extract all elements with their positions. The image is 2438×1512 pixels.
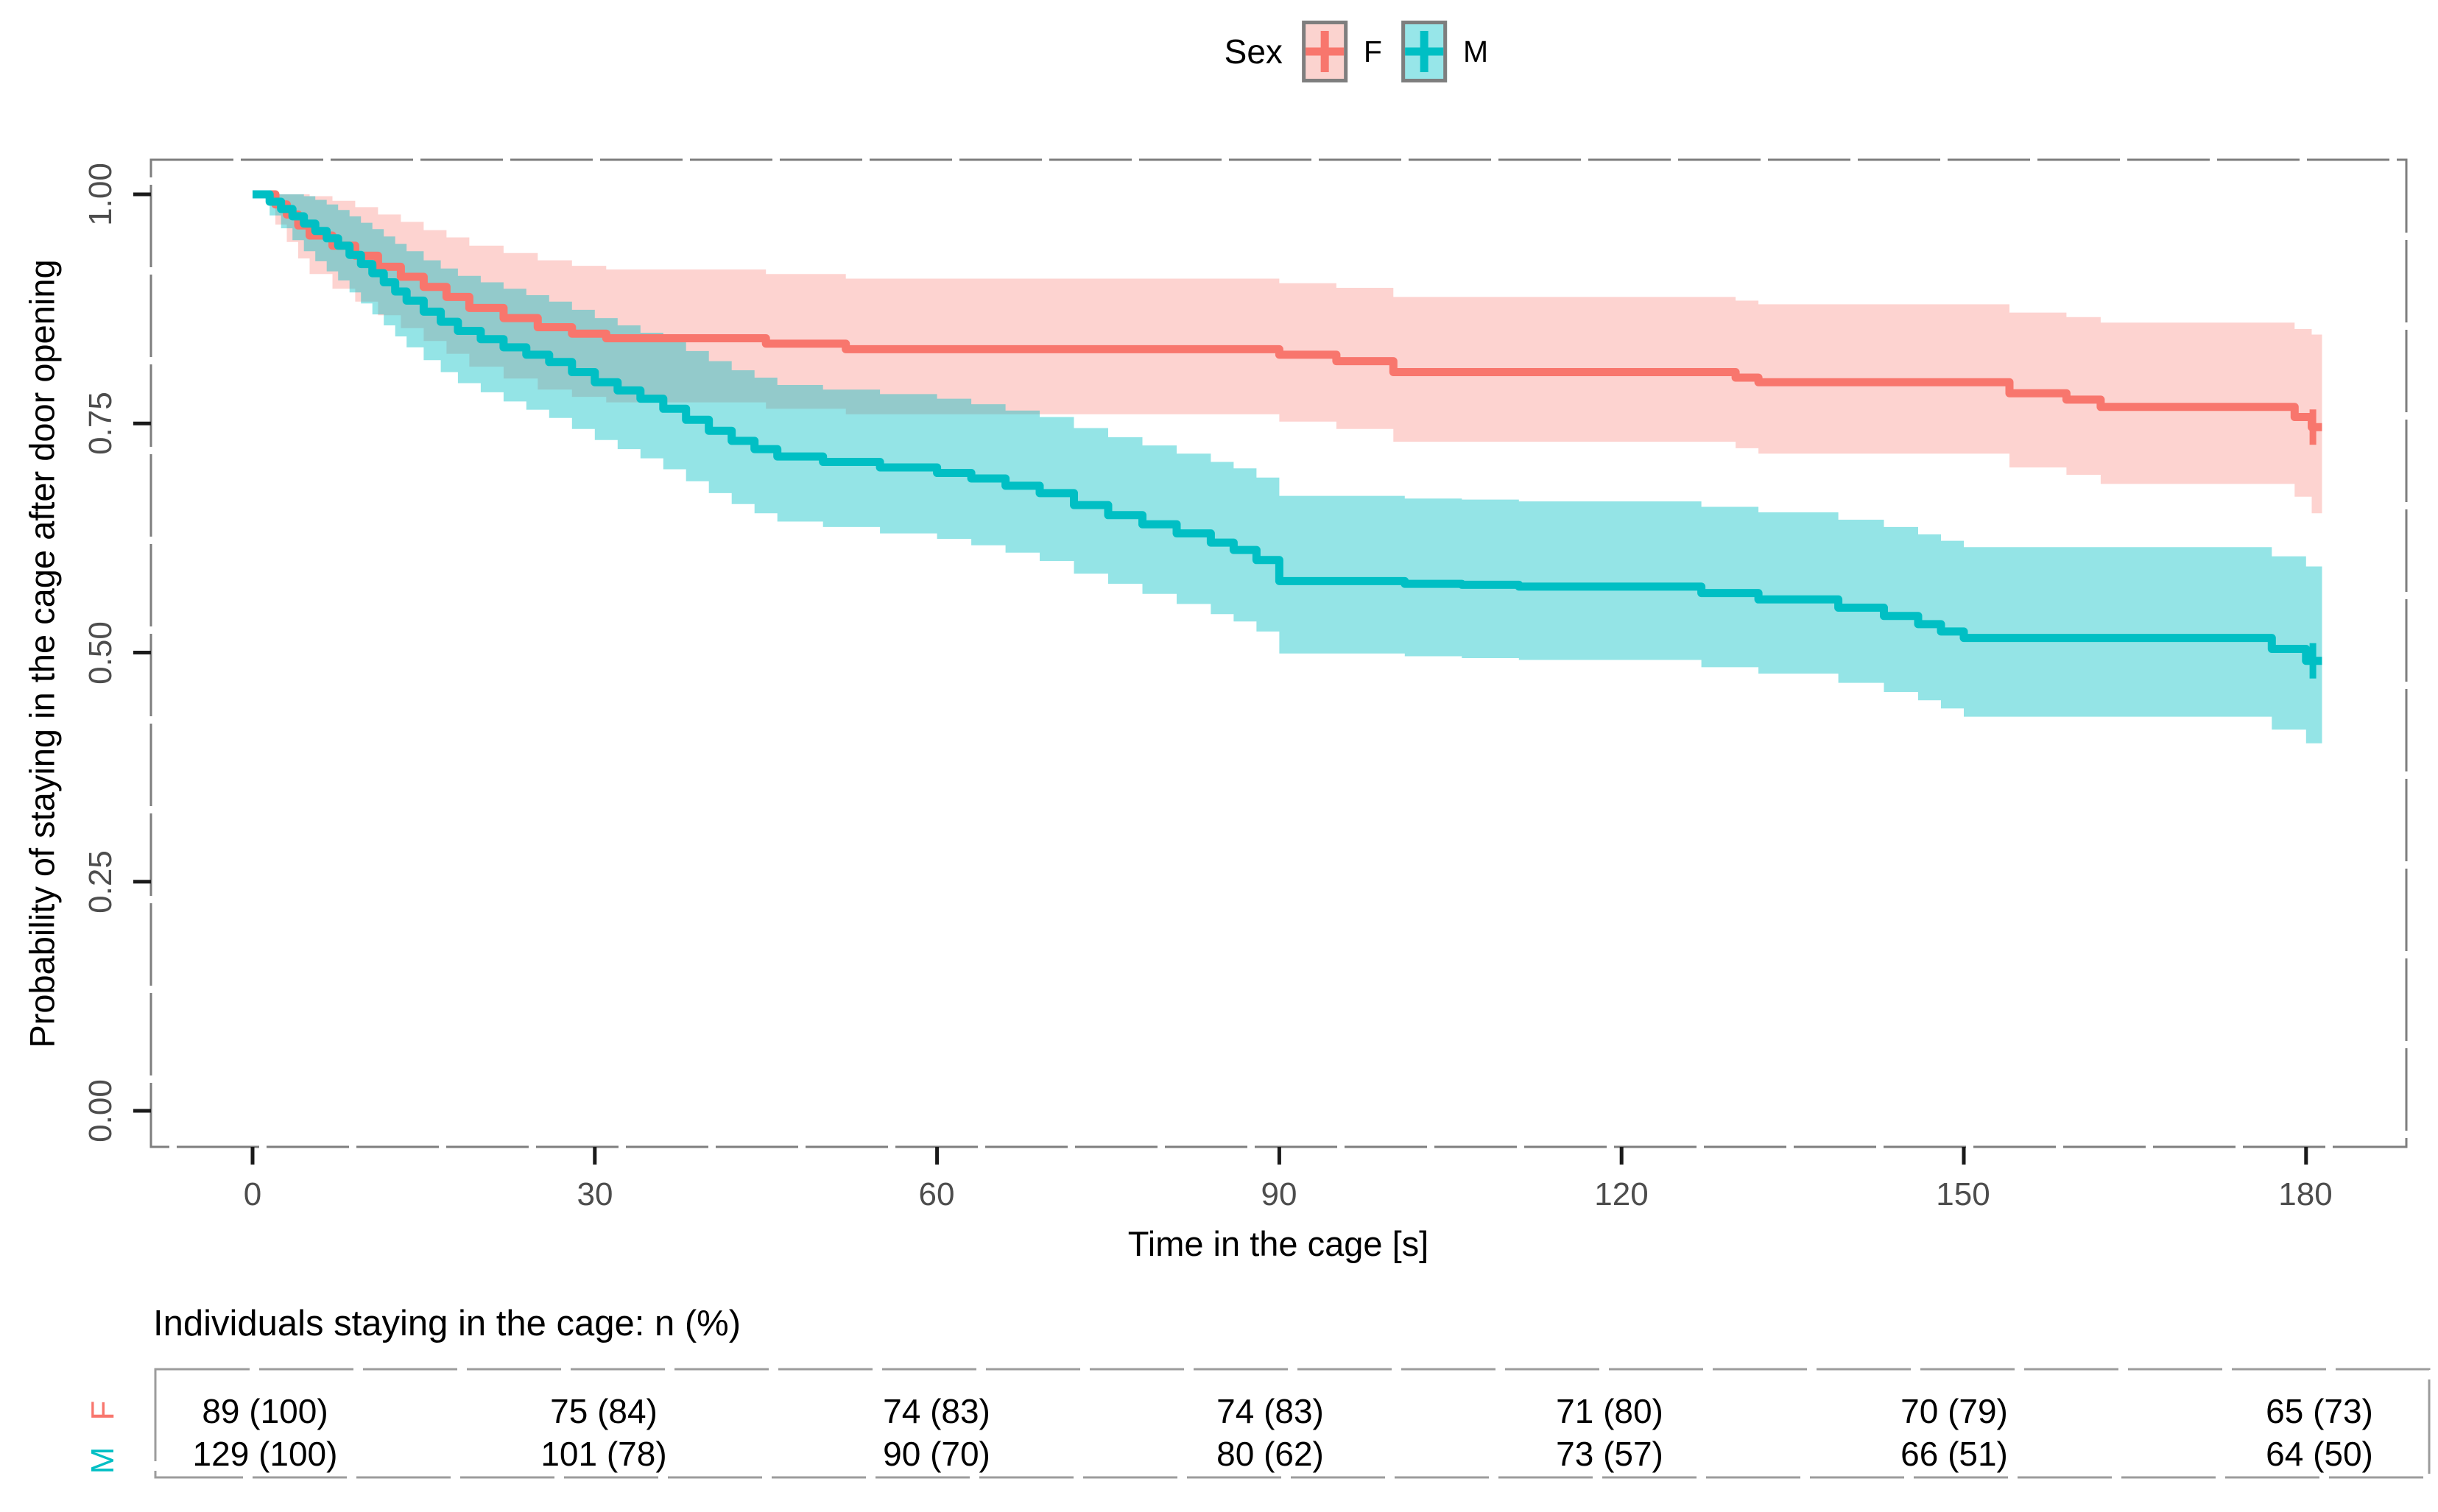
km-survival-plot — [133, 158, 2408, 1165]
risk-cell-m-150: 66 (51) — [1900, 1435, 2008, 1473]
censor-mark-m — [2309, 643, 2317, 679]
x-tick-label-60: 60 — [918, 1176, 955, 1212]
ci-band-m — [253, 194, 2322, 743]
x-axis-title: Time in the cage [s] — [1127, 1224, 1429, 1263]
censor-tick-glyph-m — [1420, 31, 1428, 72]
risk-cell-m-90: 80 (62) — [1216, 1435, 1324, 1473]
risk-cell-m-30: 101 (78) — [540, 1435, 667, 1473]
risk-cell-m-60: 90 (70) — [883, 1435, 990, 1473]
risk-cell-f-180: 65 (73) — [2266, 1392, 2373, 1430]
legend-item-f: F — [1301, 21, 1382, 82]
x-tick-label-150: 150 — [1936, 1176, 1990, 1212]
x-tick-label-90: 90 — [1261, 1176, 1297, 1212]
risk-cell-m-120: 73 (57) — [1556, 1435, 1663, 1473]
legend-title: Sex — [1224, 32, 1283, 71]
risk-table-title: Individuals staying in the cage: n (%) — [153, 1304, 741, 1343]
risk-cell-m-0: 129 (100) — [192, 1435, 338, 1473]
legend: Sex F M — [1225, 21, 1488, 82]
legend-item-m: M — [1401, 21, 1488, 82]
risk-cell-m-180: 64 (50) — [2266, 1435, 2373, 1473]
risk-row-label-f: F — [85, 1400, 121, 1421]
x-tick-label-30: 30 — [577, 1176, 613, 1212]
risk-cell-f-60: 74 (83) — [883, 1392, 990, 1430]
legend-label-f: F — [1363, 34, 1382, 68]
legend-key-f-icon — [1301, 21, 1347, 82]
x-tick-label-120: 120 — [1594, 1176, 1649, 1212]
km-curve-m — [253, 190, 2322, 665]
risk-cell-f-150: 70 (79) — [1900, 1392, 2008, 1430]
risk-row-label-m: M — [85, 1446, 121, 1474]
censor-tick-glyph-f — [1320, 31, 1329, 72]
risk-cell-f-0: 89 (100) — [202, 1392, 328, 1430]
legend-label-m: M — [1462, 34, 1489, 68]
censor-mark-f — [2309, 409, 2317, 445]
x-tick-label-0: 0 — [243, 1176, 262, 1212]
risk-cell-f-30: 75 (84) — [550, 1392, 658, 1430]
legend-key-m-icon — [1401, 21, 1447, 82]
risk-cell-f-120: 71 (80) — [1556, 1392, 1663, 1430]
risk-cell-f-90: 74 (83) — [1216, 1392, 1324, 1430]
x-tick-label-180: 180 — [2278, 1176, 2333, 1212]
